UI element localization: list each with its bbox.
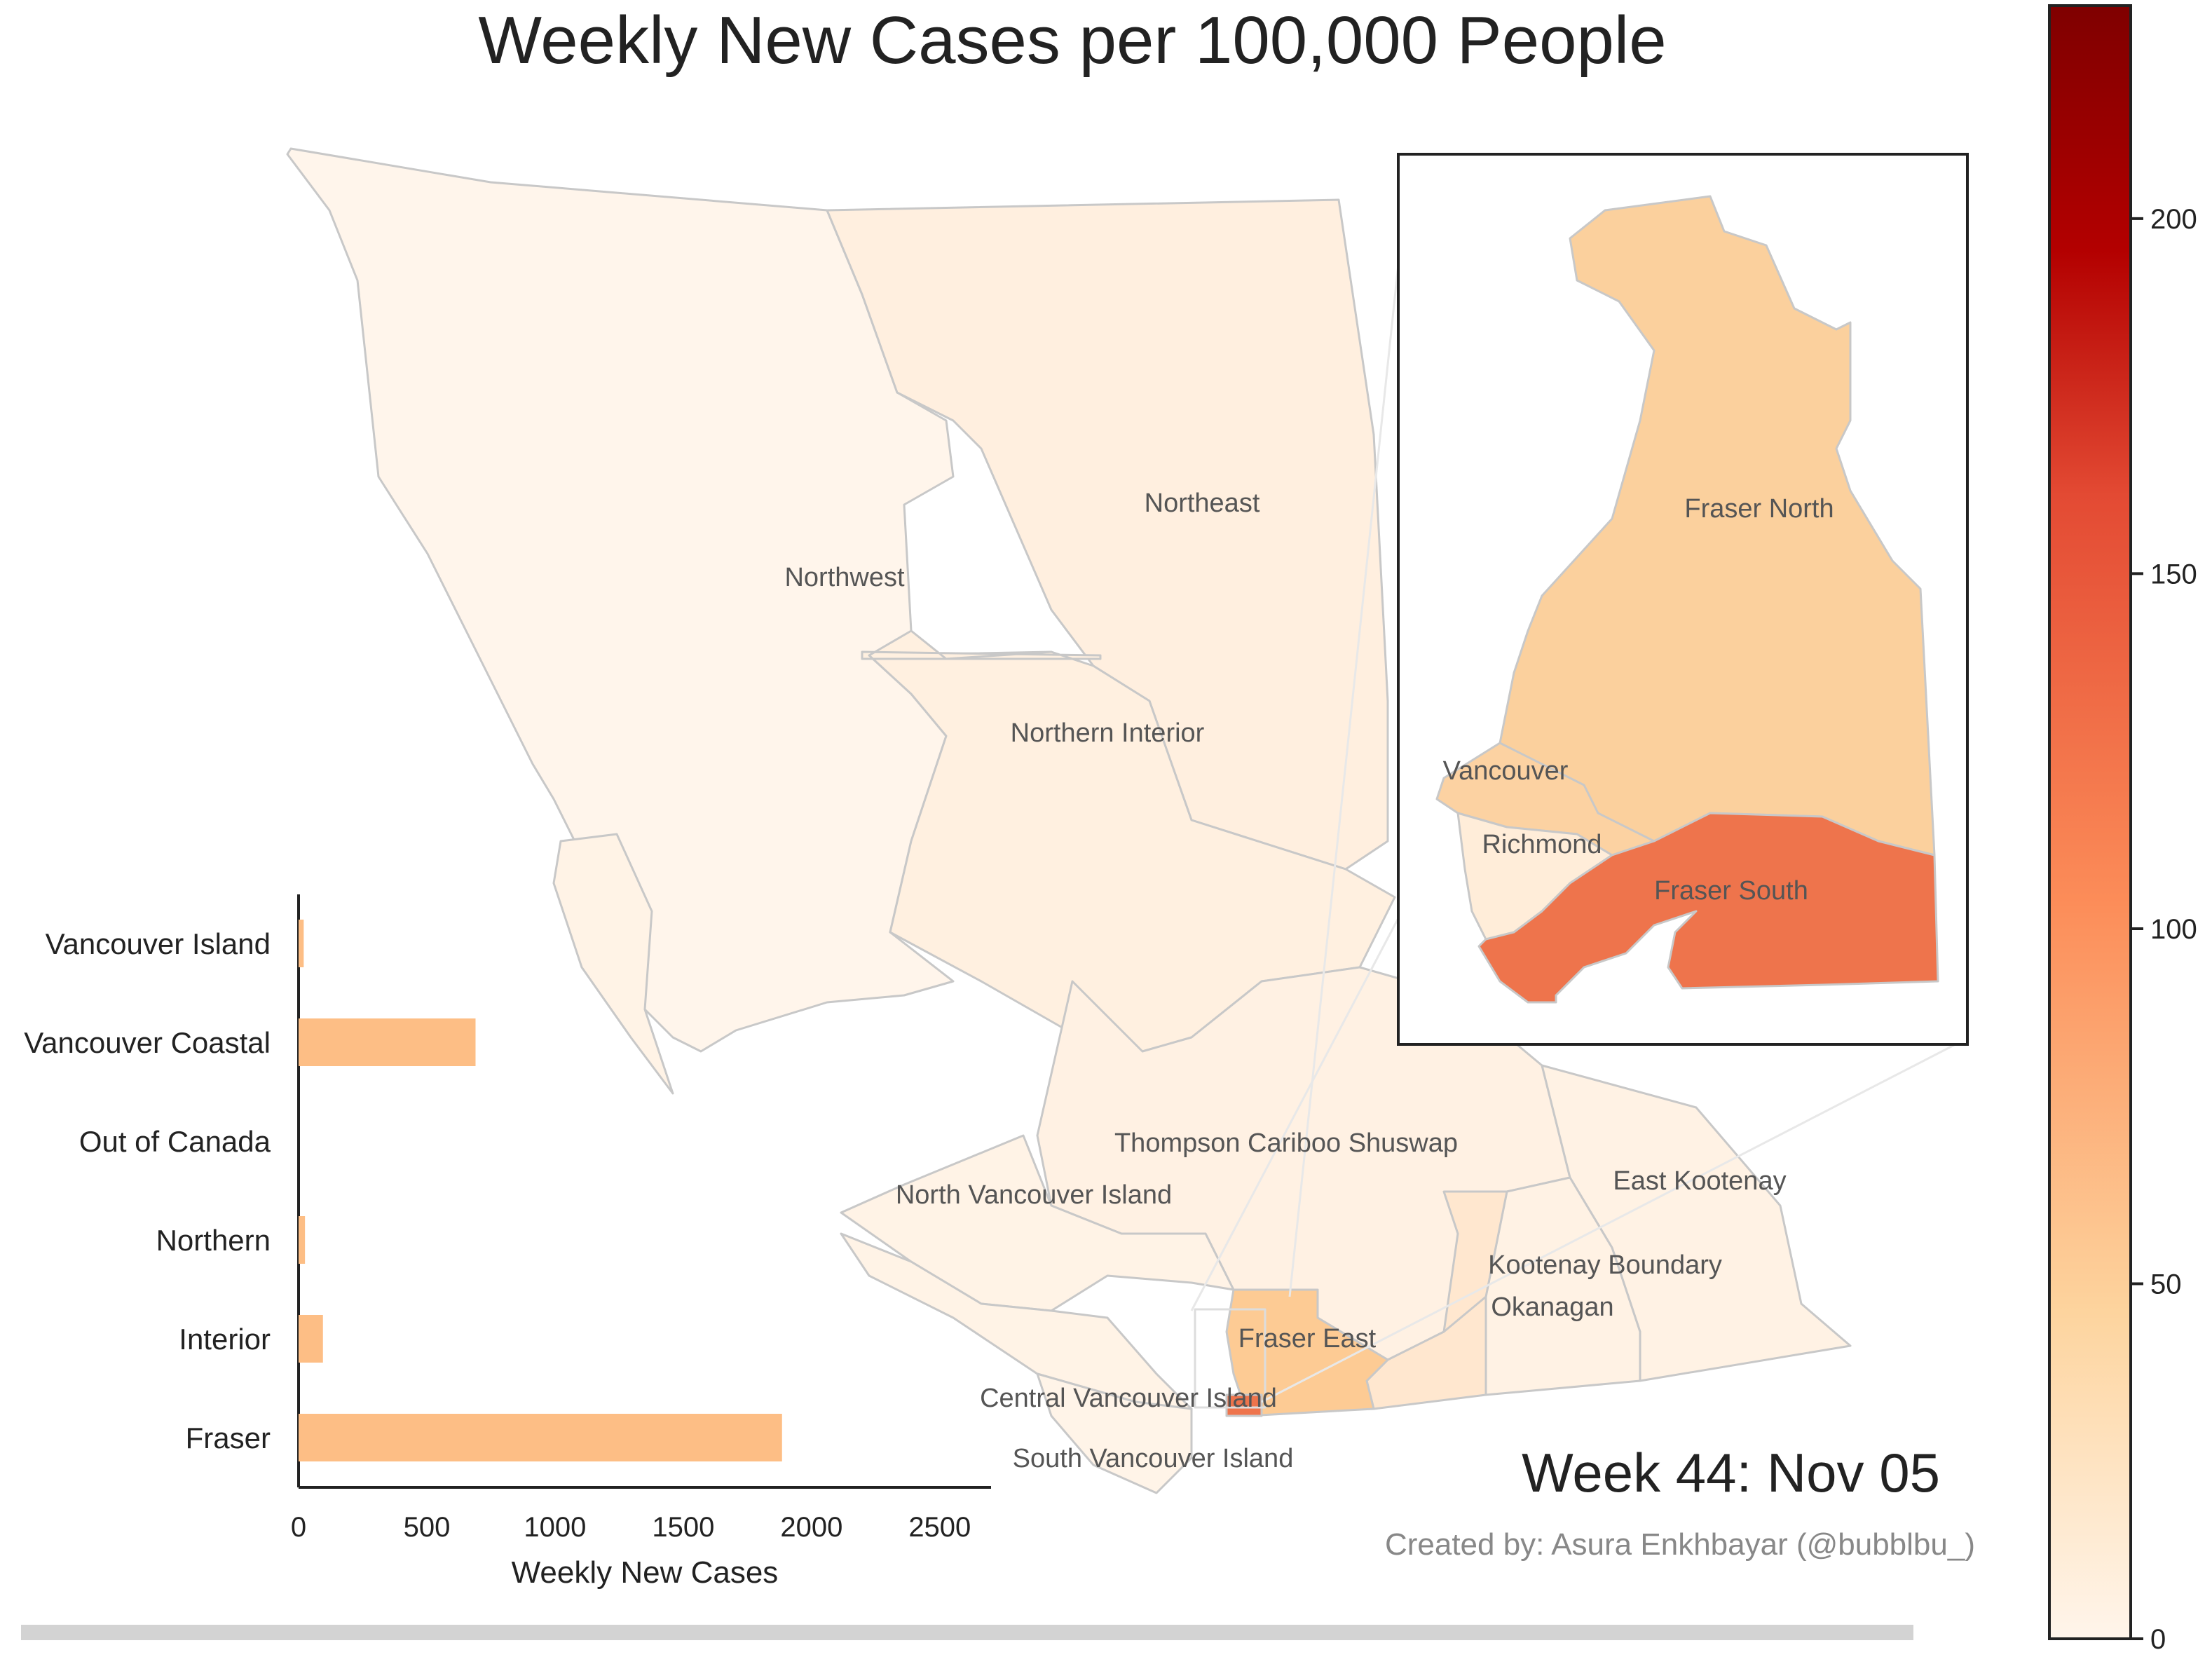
category-label: Fraser xyxy=(186,1421,271,1454)
colorbar-gradient xyxy=(2048,4,2132,1640)
x-tick-label: 2000 xyxy=(780,1512,842,1543)
label-northwest: Northwest xyxy=(784,563,904,592)
category-label: Vancouver Island xyxy=(46,927,271,960)
inset-label-fraser-north: Fraser North xyxy=(1684,494,1834,524)
week-label: Week 44: Nov 05 xyxy=(1522,1442,1940,1503)
x-tick-label: 2500 xyxy=(908,1512,971,1543)
region-south-vancouver-island[interactable] xyxy=(1036,1372,1193,1494)
x-tick-labels: 0 500 1000 1500 2000 2500 xyxy=(291,1512,971,1543)
progress-bar xyxy=(21,1625,1913,1640)
bc-map xyxy=(286,147,1956,1494)
label-south-vancouver-island: South Vancouver Island xyxy=(1013,1444,1294,1473)
colorbar-tick-label: 50 xyxy=(2150,1269,2182,1300)
inset-map: Fraser North Vancouver Richmond Fraser S… xyxy=(1397,153,1969,1046)
colorbar-tick-label: 0 xyxy=(2150,1624,2166,1655)
label-east-kootenay: East Kootenay xyxy=(1613,1166,1786,1196)
bar-interior xyxy=(299,1315,323,1363)
bar-chart: Vancouver Island Vancouver Coastal Out of … xyxy=(24,894,991,1590)
region-lower-mainland-small[interactable] xyxy=(1225,1393,1263,1417)
label-okanagan: Okanagan xyxy=(1491,1293,1613,1322)
category-label: Interior xyxy=(179,1323,271,1356)
label-northern-interior: Northern Interior xyxy=(1011,718,1205,748)
label-kootenay-boundary: Kootenay Boundary xyxy=(1488,1250,1722,1280)
bar-fraser xyxy=(299,1414,782,1461)
inset-label-fraser-south: Fraser South xyxy=(1654,876,1808,906)
credit: Created by: Asura Enkhbayar (@bubblbu_) xyxy=(1385,1527,1975,1562)
label-central-vancouver-island: Central Vancouver Island xyxy=(980,1384,1277,1413)
colorbar-tick-label: 200 xyxy=(2150,204,2197,235)
label-northeast: Northeast xyxy=(1145,489,1260,518)
label-fraser-east: Fraser East xyxy=(1238,1324,1377,1353)
x-axis-title: Weekly New Cases xyxy=(512,1555,779,1590)
inset-region-fraser-south[interactable] xyxy=(1477,812,1939,1004)
map-labels: Northwest Northeast Northern Interior Th… xyxy=(784,489,1786,1473)
bars xyxy=(299,920,782,1461)
inset-label-richmond: Richmond xyxy=(1482,830,1602,859)
category-label: Out of Canada xyxy=(79,1125,271,1158)
colorbar-tick-label: 100 xyxy=(2150,914,2197,945)
label-thompson: Thompson Cariboo Shuswap xyxy=(1114,1128,1458,1158)
bar-vancouver-coastal xyxy=(299,1018,476,1066)
colorbar: 0 50 100 150 200 xyxy=(2048,4,2197,1655)
bar-vancouver-island xyxy=(299,920,304,967)
x-tick-label: 1000 xyxy=(524,1512,586,1543)
figure-title: Weekly New Cases per 100,000 People xyxy=(478,3,1666,78)
region-central-vancouver-island[interactable] xyxy=(840,1232,1193,1410)
region-fraser-east[interactable] xyxy=(1225,1288,1389,1417)
category-label: Vancouver Coastal xyxy=(24,1026,271,1059)
x-tick-label: 1500 xyxy=(652,1512,714,1543)
category-labels: Vancouver Island Vancouver Coastal Out of … xyxy=(24,927,271,1454)
colorbar-tick-label: 150 xyxy=(2150,559,2197,589)
x-tick-label: 500 xyxy=(404,1512,451,1543)
inset-label-vancouver: Vancouver xyxy=(1443,756,1569,786)
bar-northern xyxy=(299,1216,306,1264)
category-label: Northern xyxy=(156,1224,271,1257)
region-northwest[interactable] xyxy=(286,147,1053,1053)
label-north-vancouver-island: North Vancouver Island xyxy=(896,1180,1172,1210)
x-tick-label: 0 xyxy=(291,1512,306,1543)
colorbar-ticks: 0 50 100 150 200 xyxy=(2131,204,2197,1655)
